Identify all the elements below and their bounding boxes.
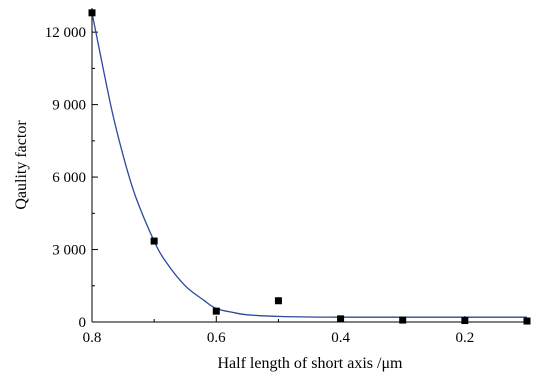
data-point xyxy=(150,237,158,245)
y-tick-label: 6 000 xyxy=(52,170,86,186)
data-point xyxy=(461,317,469,325)
y-tick-label: 0 xyxy=(79,315,87,331)
fit-curve xyxy=(91,12,527,318)
data-point xyxy=(274,297,282,305)
data-point xyxy=(337,315,345,323)
y-ticks: 0 3 000 6 000 9 000 12 000 xyxy=(45,25,98,331)
y-tick-label: 12 000 xyxy=(45,25,86,41)
y-tick-label: 9 000 xyxy=(52,98,86,114)
y-tick-label: 3 000 xyxy=(52,243,86,259)
x-tick-label: 0.6 xyxy=(207,330,226,346)
data-point xyxy=(399,316,407,324)
data-point xyxy=(523,317,531,325)
x-axis-label: Half length of short axis /μm xyxy=(218,355,404,372)
plot-area xyxy=(91,8,527,323)
x-ticks: 0.8 0.6 0.4 0.2 xyxy=(83,316,528,346)
x-tick-label: 0.2 xyxy=(455,330,474,346)
y-axis-label: Qaulity factor xyxy=(13,120,30,210)
data-point xyxy=(212,307,220,315)
x-tick-label: 0.8 xyxy=(83,330,102,346)
data-point xyxy=(88,9,96,17)
fit-layer xyxy=(91,12,527,318)
x-tick-label: 0.4 xyxy=(331,330,350,346)
points-layer xyxy=(88,9,531,325)
